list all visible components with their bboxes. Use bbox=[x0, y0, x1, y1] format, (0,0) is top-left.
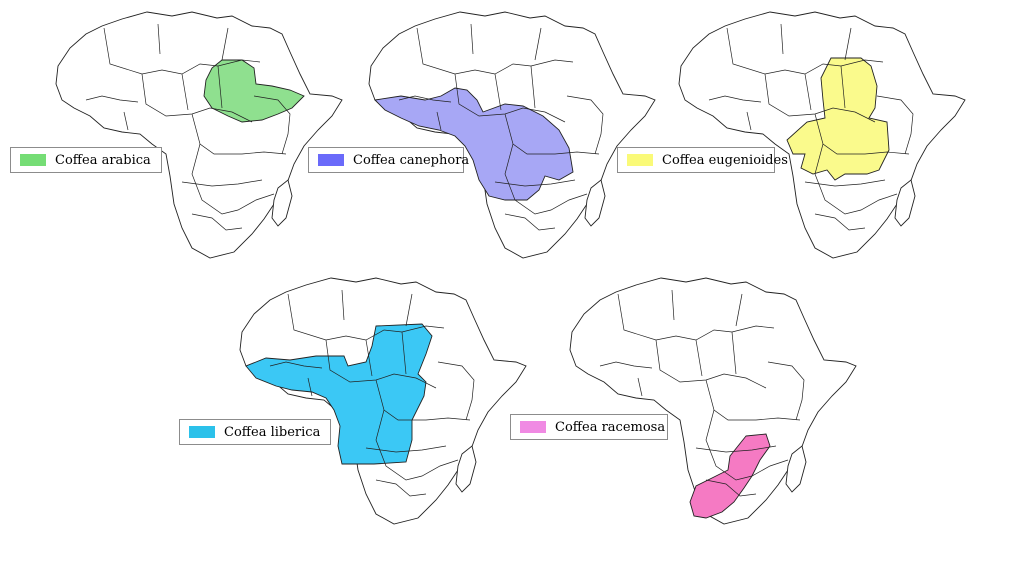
legend-label: Coffea racemosa bbox=[555, 419, 666, 435]
africa-outline bbox=[55, 11, 343, 259]
legend-label: Coffea eugenioides bbox=[662, 152, 788, 168]
map-canephora bbox=[368, 11, 656, 259]
legend-swatch bbox=[20, 154, 46, 166]
map-racemosa bbox=[569, 277, 857, 525]
legend-racemosa: Coffea racemosa bbox=[510, 414, 668, 440]
map-arabica bbox=[55, 11, 343, 259]
region-canephora bbox=[374, 87, 574, 201]
legend-swatch bbox=[627, 154, 653, 166]
legend-arabica: Coffea arabica bbox=[10, 147, 162, 173]
legend-swatch bbox=[189, 426, 215, 438]
region-eugenioides bbox=[786, 57, 890, 181]
legend-label: Coffea arabica bbox=[55, 152, 151, 168]
legend-label: Coffea liberica bbox=[224, 424, 321, 440]
legend-swatch bbox=[318, 154, 344, 166]
region-arabica bbox=[203, 59, 305, 123]
legend-label: Coffea canephora bbox=[353, 152, 470, 168]
map-liberica bbox=[239, 277, 527, 525]
region-liberica bbox=[245, 323, 433, 465]
legend-swatch bbox=[520, 421, 546, 433]
legend-liberica: Coffea liberica bbox=[179, 419, 331, 445]
legend-canephora: Coffea canephora bbox=[308, 147, 469, 173]
map-eugenioides bbox=[678, 11, 966, 259]
legend-eugenioides: Coffea eugenioides bbox=[617, 147, 788, 173]
